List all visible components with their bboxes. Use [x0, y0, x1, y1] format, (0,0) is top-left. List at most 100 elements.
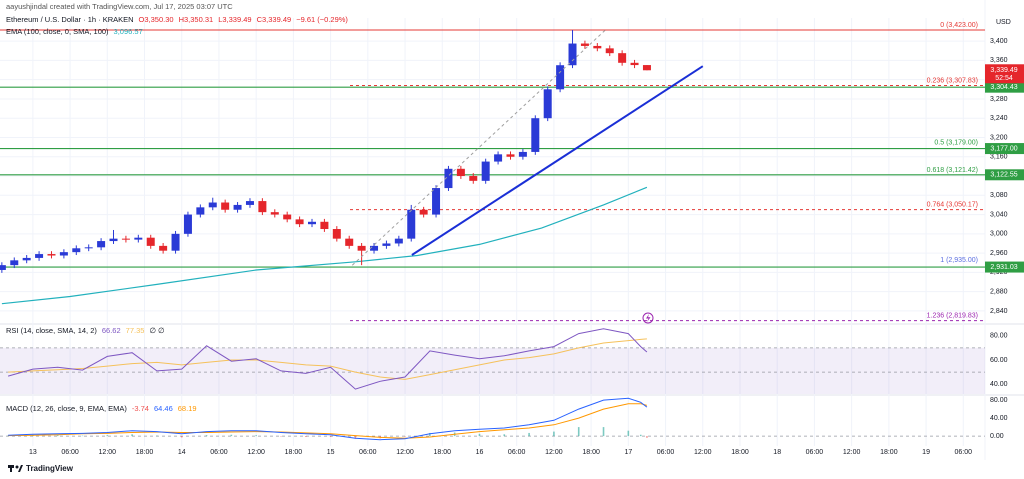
symbol: Ethereum / U.S. Dollar · 1h · KRAKEN: [6, 15, 134, 24]
histogram-bar: [81, 435, 84, 437]
candle-body: [97, 241, 106, 248]
x-tick-label: 18:00: [880, 449, 898, 456]
candle-body: [320, 221, 329, 230]
candle-body: [494, 154, 503, 162]
candle-body: [444, 168, 453, 189]
fib-label: 0.618 (3,121.42): [927, 167, 978, 174]
candle-body: [159, 245, 168, 251]
fib-label: 1.236 (2,819.83): [927, 312, 978, 319]
indicator-line: [8, 338, 647, 380]
x-tick-label: 06:00: [657, 449, 675, 456]
y-tick-label: 3,200: [990, 134, 1008, 141]
x-tick-label: 06:00: [955, 449, 973, 456]
x-tick-label: 14: [178, 449, 186, 456]
credit: aayushjindal created with TradingView.co…: [6, 2, 233, 11]
y-tick-label: 40.00: [990, 415, 1008, 422]
y-tick-label: 80.00: [990, 397, 1008, 404]
x-tick-label: 12:00: [247, 449, 265, 456]
ohlc-open: O3,350.30: [138, 15, 174, 24]
histogram-bar: [602, 427, 605, 437]
price-tag-label: 3,304.43: [990, 84, 1017, 91]
event-icon: [642, 312, 654, 324]
macd-legend: MACD (12, 26, close, 9, EMA, EMA) -3.74 …: [6, 404, 197, 413]
candle-body: [171, 233, 180, 251]
candle-body: [258, 201, 267, 213]
y-tick-label: 2,960: [990, 250, 1008, 257]
candle-body: [47, 254, 56, 256]
candle-body: [370, 245, 379, 251]
histogram-bar: [106, 435, 109, 437]
y-tick-label: 3,360: [990, 57, 1008, 64]
y-tick-label: 3,280: [990, 96, 1008, 103]
last-price-tag: [985, 64, 1024, 84]
x-tick-label: 13: [29, 449, 37, 456]
fib-label: 1 (2,935.00): [940, 257, 978, 264]
x-tick-label: 12:00: [545, 449, 563, 456]
candle-body: [357, 245, 366, 251]
y-tick-label: 2,840: [990, 308, 1008, 315]
ohlc-close: C3,339.49: [256, 15, 292, 24]
x-tick-label: 12:00: [396, 449, 414, 456]
x-tick-label: 18:00: [731, 449, 749, 456]
macd-title: MACD (12, 26, close, 9, EMA, EMA): [6, 404, 127, 413]
candle-body: [432, 188, 441, 215]
macd-hist-value: -3.74: [131, 404, 149, 413]
y-tick-label: 3,000: [990, 231, 1008, 238]
histogram-bar: [7, 435, 9, 437]
y-tick-label: 3,080: [990, 192, 1008, 199]
y-tick-label: 0.00: [990, 433, 1004, 440]
y-tick-label: 80.00: [990, 333, 1008, 340]
candle-body: [121, 238, 130, 240]
y-tick-label: 40.00: [990, 381, 1008, 388]
ema-legend: EMA (100, close, 0, SMA, 100) 3,096.57: [6, 27, 143, 36]
candle-body: [531, 118, 540, 152]
ohlc-low: L3,339.49: [218, 15, 252, 24]
symbol-legend: Ethereum / U.S. Dollar · 1h · KRAKEN O3,…: [6, 15, 348, 24]
fib-label: 0.5 (3,179.00): [934, 139, 978, 146]
indicator-line: [8, 397, 648, 441]
candle-body: [72, 248, 81, 253]
candle-body: [196, 207, 205, 215]
candle-body: [469, 176, 478, 181]
x-tick-label: 19: [922, 449, 930, 456]
macd-value: 64.46: [153, 404, 173, 413]
histogram-bar: [329, 436, 332, 437]
signal-value: 68.19: [177, 404, 197, 413]
y-tick-label: 3,040: [990, 211, 1008, 218]
rsi-value: 66.62: [101, 326, 121, 335]
y-tick-label: 3,400: [990, 38, 1008, 45]
logo-text: TradingView: [26, 464, 74, 473]
price-tag: [985, 261, 1024, 273]
price-tag-label: 3,122.55: [990, 172, 1017, 179]
ema-title: EMA (100, close, 0, SMA, 100): [6, 27, 109, 36]
candle-body: [593, 45, 602, 49]
countdown-label: 52:54: [995, 75, 1013, 82]
x-tick-label: 12:00: [99, 449, 117, 456]
candle-body: [382, 243, 391, 246]
histogram-bar: [280, 436, 282, 437]
y-tick-label: 2,880: [990, 288, 1008, 295]
candle-body: [307, 221, 316, 225]
x-tick-label: 18:00: [136, 449, 154, 456]
histogram-bar: [230, 434, 233, 437]
indicator-line: [7, 328, 648, 390]
histogram-bar: [304, 436, 307, 437]
x-tick-label: 15: [327, 449, 335, 456]
fib-label: 0 (3,423.00): [940, 22, 978, 29]
candle-body: [270, 212, 279, 215]
candle-body: [35, 254, 44, 258]
candle-body: [10, 260, 19, 266]
candle-body: [580, 43, 589, 46]
x-tick-label: 12:00: [694, 449, 712, 456]
candle-body: [618, 53, 627, 63]
fib-label: 0.764 (3,050.17): [927, 202, 978, 209]
candle-body: [245, 201, 254, 205]
candle-body: [332, 229, 341, 239]
logo-icon: [8, 465, 23, 472]
candle-body: [233, 204, 242, 210]
histogram-bar: [478, 433, 481, 437]
candle-body: [419, 209, 428, 215]
histogram-bar: [131, 434, 133, 437]
x-tick-label: 06:00: [508, 449, 526, 456]
